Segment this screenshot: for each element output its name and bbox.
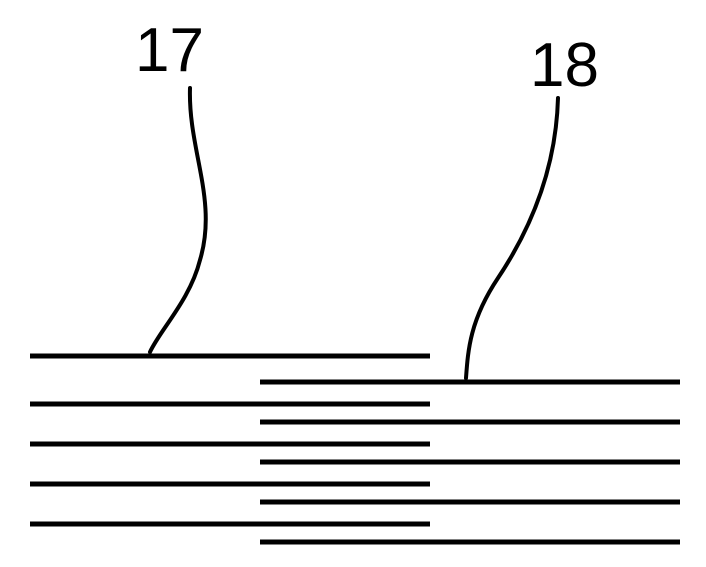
layer-lines-group [30, 356, 680, 542]
leader-lines-group [150, 88, 558, 378]
diagram-svg [0, 0, 706, 567]
leader-line-17 [150, 88, 206, 352]
diagram-container: 17 18 [0, 0, 706, 567]
label-17: 17 [135, 15, 204, 86]
leader-line-18 [466, 98, 558, 378]
label-18: 18 [530, 30, 599, 101]
